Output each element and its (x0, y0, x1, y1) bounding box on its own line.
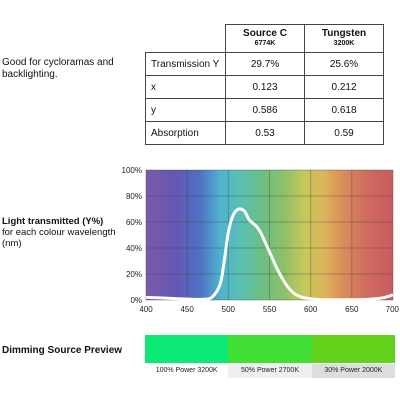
col-name: Source C (243, 27, 287, 39)
table-row: Transmission Y 29.7% 25.6% (145, 52, 384, 76)
cell-value: 29.7% (225, 52, 305, 76)
swatch-50: 50% Power 2700K (228, 335, 312, 378)
x-tick-labels: 400 450 500 550 600 650 700 (139, 305, 399, 314)
swatch-caption: 30% Power 2000K (311, 364, 395, 378)
table-row: Absorption 0.53 0.59 (145, 121, 384, 145)
x-tick-label: 650 (345, 305, 359, 314)
transmission-chart: 0% 20% 40% 60% 80% 100% 400 450 500 550 600 650 700 (122, 166, 400, 314)
table-row: y 0.586 0.618 (145, 98, 384, 122)
swatch-100: 100% Power 3200K (145, 335, 229, 378)
swatch-caption: 50% Power 2700K (228, 364, 312, 378)
col-sub: 3200K (333, 39, 355, 47)
x-tick-label: 550 (263, 305, 277, 314)
row-label: x (145, 75, 226, 99)
specs-table: Source C 6774K Tungsten 3200K Transmissi… (145, 24, 384, 145)
y-tick-label: 80% (126, 192, 142, 201)
table-row: x 0.123 0.212 (145, 75, 384, 99)
y-tick-label: 20% (126, 270, 142, 279)
swatch-30: 30% Power 2000K (311, 335, 395, 378)
chart-caption: Light transmitted (Y%) for each colour w… (2, 216, 132, 249)
y-tick-label: 60% (126, 218, 142, 227)
cell-value: 0.59 (304, 121, 384, 145)
y-tick-label: 0% (130, 296, 142, 305)
x-tick-label: 600 (304, 305, 318, 314)
filter-description: Good for cycloramas and backlighting. (2, 57, 114, 80)
x-tick-label: 450 (180, 305, 194, 314)
swatch-color (228, 335, 312, 363)
row-label: y (145, 98, 226, 122)
col-header-source-c: Source C 6774K (225, 24, 305, 53)
col-name: Tungsten (321, 27, 367, 39)
header-corner (146, 25, 226, 53)
chart-caption-subtitle: for each colour wavelength (nm) (2, 227, 116, 249)
col-header-tungsten: Tungsten 3200K (304, 24, 384, 53)
y-tick-label: 100% (122, 166, 142, 175)
x-tick-label: 500 (222, 305, 236, 314)
dimming-swatches: 100% Power 3200K 50% Power 2700K 30% Pow… (145, 335, 395, 378)
row-label: Transmission Y (145, 52, 226, 76)
y-tick-labels: 0% 20% 40% 60% 80% 100% (122, 166, 142, 305)
preview-title: Dimming Source Preview (2, 345, 123, 356)
col-sub: 6774K (254, 39, 276, 47)
swatch-color (311, 335, 395, 363)
cell-value: 0.212 (304, 75, 384, 99)
cell-value: 0.53 (225, 121, 305, 145)
swatch-color (145, 335, 229, 363)
swatch-caption: 100% Power 3200K (145, 364, 229, 378)
chart-caption-title: Light transmitted (Y%) (2, 216, 104, 227)
plot-area (146, 170, 393, 300)
y-tick-label: 40% (126, 244, 142, 253)
x-tick-label: 700 (386, 305, 400, 314)
specs-header-row: Source C 6774K Tungsten 3200K (146, 24, 384, 53)
x-tick-label: 400 (139, 305, 153, 314)
cell-value: 0.618 (304, 98, 384, 122)
cell-value: 0.123 (225, 75, 305, 99)
row-label: Absorption (145, 121, 226, 145)
cell-value: 25.6% (304, 52, 384, 76)
cell-value: 0.586 (225, 98, 305, 122)
transmission-line (145, 207, 394, 302)
